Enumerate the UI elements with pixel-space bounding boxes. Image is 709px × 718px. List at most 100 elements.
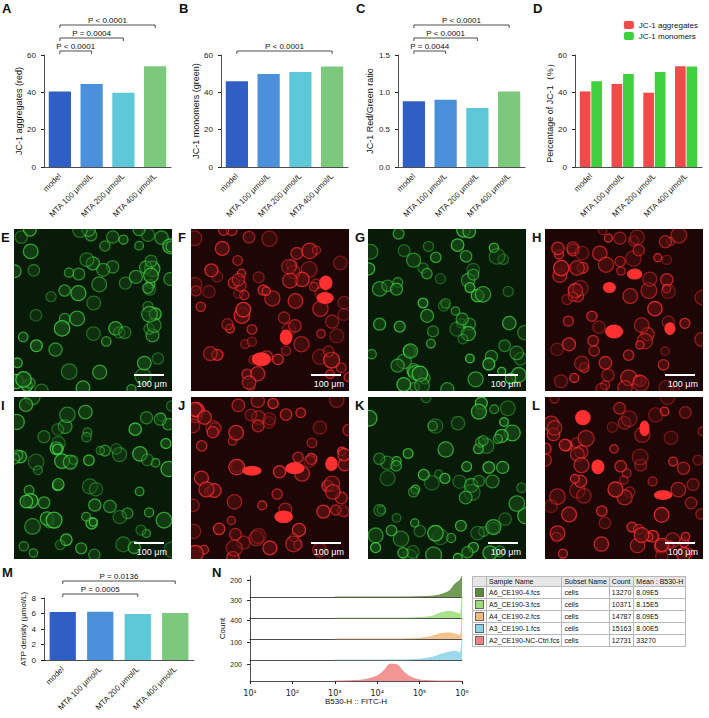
svg-text:MTA 400 μmol/L: MTA 400 μmol/L [465,171,513,219]
html-text:F: F [178,230,186,245]
svg-text:1.5: 1.5 [379,51,391,60]
html-text:G: G [355,230,366,245]
svg-text:60: 60 [204,51,213,60]
svg-text:10⁴: 10⁴ [371,689,384,698]
svg-text:P = 0.0136: P = 0.0136 [100,572,139,581]
svg-text:MTA 100 μmol/L: MTA 100 μmol/L [47,171,95,219]
svg-text:60: 60 [27,51,36,60]
svg-text:JC-1 aggregates: JC-1 aggregates [639,21,698,30]
svg-text:0: 0 [32,656,37,665]
svg-text:Percentage of JC-1（%）: Percentage of JC-1（%） [545,59,555,163]
html-text:Subset Name: Subset Name [564,578,607,585]
svg-text:MTA 200 μmol/L: MTA 200 μmol/L [610,171,658,219]
svg-text:MTA 100 μmol/L: MTA 100 μmol/L [56,664,104,712]
svg-text:B530-H :: FITC-H: B530-H :: FITC-H [325,697,387,706]
svg-text:JC-1 Red/Green ratio: JC-1 Red/Green ratio [365,68,375,154]
html-text:H: H [532,230,542,245]
html-text:K: K [355,398,365,413]
svg-text:0.5: 0.5 [379,125,391,134]
html-text:A5_CE190-3.fcs: A5_CE190-3.fcs [489,601,540,608]
svg-text:P < 0.0001: P < 0.0001 [442,16,481,25]
html-text:13270: 13270 [611,589,632,596]
svg-text:MTA 200 μmol/L: MTA 200 μmol/L [433,171,481,219]
svg-text:1.0: 1.0 [379,88,391,97]
html-text:J: J [178,398,186,413]
svg-text:JC-1 aggregates (red): JC-1 aggregates (red) [14,67,24,155]
svg-text:Count: Count [218,617,227,639]
svg-text:40: 40 [558,88,567,97]
svg-text:10¹: 10¹ [243,689,256,698]
svg-text:40: 40 [204,88,213,97]
html-text:E: E [1,230,10,245]
svg-text:model: model [395,172,417,194]
svg-text:0: 0 [563,163,568,172]
svg-text:60: 60 [558,51,567,60]
svg-text:10⁵: 10⁵ [413,689,426,698]
svg-text:100 μm: 100 μm [314,379,344,389]
svg-text:20: 20 [204,125,213,134]
svg-text:P < 0.0001: P < 0.0001 [426,29,465,38]
html-text:8.09E5: 8.09E5 [636,589,659,596]
svg-text:100 μm: 100 μm [491,547,521,557]
svg-text:model: model [44,665,66,687]
svg-text:MTA 400 μmol/L: MTA 400 μmol/L [642,171,690,219]
svg-text:100 μm: 100 μm [668,547,698,557]
svg-text:B: B [179,1,188,16]
html-text:Mean : B530-H: Mean : B530-H [636,578,684,585]
svg-text:P < 0.0001: P < 0.0001 [56,42,95,51]
svg-text:10³: 10³ [328,689,341,698]
svg-text:model: model [218,172,240,194]
svg-text:200: 200 [230,661,242,668]
svg-text:P = 0.0005: P = 0.0005 [81,585,120,594]
svg-text:300: 300 [230,597,242,604]
svg-text:100 μm: 100 μm [491,379,521,389]
svg-text:4: 4 [32,625,37,634]
svg-text:JC-1 monomers: JC-1 monomers [639,32,696,41]
svg-text:P = 0.0004: P = 0.0004 [72,29,111,38]
svg-text:MTA 100 μmol/L: MTA 100 μmol/L [224,171,272,219]
svg-text:P < 0.0001: P < 0.0001 [88,16,127,25]
svg-text:P = 0.0044: P = 0.0044 [410,42,449,51]
svg-text:100 μm: 100 μm [137,379,167,389]
svg-text:8: 8 [32,594,37,603]
svg-text:100 μm: 100 μm [314,547,344,557]
svg-text:10²: 10² [286,689,299,698]
svg-text:MTA 200 μmol/L: MTA 200 μmol/L [93,664,141,712]
svg-text:N: N [212,565,221,580]
svg-text:MTA 400 μmol/L: MTA 400 μmol/L [131,664,179,712]
svg-text:JC-1 monomers (green): JC-1 monomers (green) [191,63,201,159]
svg-text:MTA 400 μmol/L: MTA 400 μmol/L [288,171,336,219]
svg-text:20: 20 [558,125,567,134]
svg-text:100 μm: 100 μm [137,547,167,557]
svg-text:100: 100 [230,639,242,646]
svg-text:A: A [2,1,12,16]
svg-text:40: 40 [27,88,36,97]
html-text:cells: cells [564,589,579,596]
svg-text:0: 0 [32,163,37,172]
svg-text:10⁶: 10⁶ [455,689,468,698]
svg-text:model: model [572,172,594,194]
svg-text:M: M [2,565,13,580]
html-text:Count: Count [611,578,631,585]
svg-text:model: model [41,172,63,194]
html-text:Sample Name: Sample Name [489,578,534,585]
svg-text:400: 400 [230,617,242,624]
svg-text:MTA 200 μmol/L: MTA 200 μmol/L [256,171,304,219]
svg-text:200: 200 [230,577,242,584]
svg-text:0.0: 0.0 [379,163,391,172]
svg-text:ATP density (μmol/L): ATP density (μmol/L) [19,592,28,666]
svg-text:MTA 100 μmol/L: MTA 100 μmol/L [401,171,449,219]
svg-text:MTA 100 μmol/L: MTA 100 μmol/L [578,171,626,219]
svg-text:6: 6 [32,609,37,618]
html-text:A6_CE190-4.fcs: A6_CE190-4.fcs [489,589,540,596]
svg-text:P < 0.0001: P < 0.0001 [265,42,304,51]
html-text:L: L [532,398,540,413]
svg-text:0: 0 [209,163,214,172]
svg-text:MTA 400 μmol/L: MTA 400 μmol/L [111,171,159,219]
svg-text:D: D [533,1,542,16]
svg-text:MTA 200 μmol/L: MTA 200 μmol/L [79,171,127,219]
svg-text:100 μm: 100 μm [668,379,698,389]
svg-text:20: 20 [27,125,36,134]
svg-text:C: C [356,1,366,16]
svg-text:2: 2 [32,640,37,649]
